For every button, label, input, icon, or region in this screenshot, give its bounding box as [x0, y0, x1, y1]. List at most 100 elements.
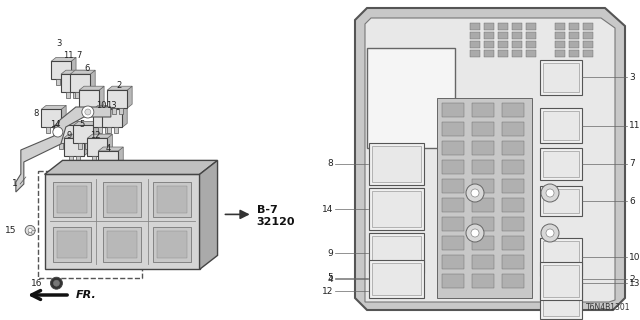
Bar: [540, 148, 582, 180]
Polygon shape: [107, 86, 132, 90]
Bar: [543, 111, 579, 140]
Bar: [51, 61, 71, 79]
Bar: [63, 138, 84, 156]
Circle shape: [85, 109, 91, 115]
Bar: [152, 228, 191, 262]
Polygon shape: [16, 107, 111, 192]
Bar: [502, 160, 524, 174]
Bar: [442, 255, 464, 269]
Bar: [157, 231, 186, 258]
Bar: [61, 74, 81, 92]
Text: FR.: FR.: [76, 290, 97, 300]
Bar: [540, 186, 582, 216]
Text: 15: 15: [4, 226, 16, 235]
Bar: [112, 108, 116, 114]
Bar: [555, 23, 565, 30]
Bar: [74, 125, 93, 143]
Text: 4: 4: [106, 144, 111, 153]
Bar: [91, 108, 95, 114]
Bar: [543, 265, 579, 297]
Polygon shape: [81, 70, 86, 92]
Bar: [583, 32, 593, 39]
Bar: [52, 228, 90, 262]
Bar: [372, 236, 421, 270]
Bar: [442, 179, 464, 193]
Circle shape: [471, 189, 479, 197]
Bar: [498, 41, 508, 48]
Polygon shape: [61, 70, 86, 74]
Bar: [502, 236, 524, 250]
Bar: [79, 143, 83, 149]
Bar: [437, 98, 532, 298]
Bar: [472, 236, 494, 250]
Bar: [152, 182, 191, 217]
Polygon shape: [93, 121, 99, 143]
Polygon shape: [118, 147, 124, 169]
Bar: [512, 23, 522, 30]
Bar: [470, 23, 480, 30]
Circle shape: [82, 106, 94, 118]
Polygon shape: [99, 147, 124, 151]
Bar: [472, 274, 494, 288]
Text: 13: 13: [629, 278, 640, 287]
Bar: [56, 231, 86, 258]
Bar: [502, 179, 524, 193]
Text: 12: 12: [90, 132, 101, 140]
Bar: [103, 169, 108, 175]
Bar: [63, 79, 67, 85]
Bar: [442, 274, 464, 288]
Text: 2: 2: [116, 81, 122, 90]
Bar: [569, 41, 579, 48]
Polygon shape: [122, 105, 127, 127]
Bar: [555, 41, 565, 48]
Bar: [442, 217, 464, 231]
Bar: [540, 262, 582, 300]
Bar: [569, 23, 579, 30]
Bar: [484, 50, 494, 57]
Bar: [512, 32, 522, 39]
Circle shape: [541, 184, 559, 202]
Text: 5: 5: [79, 120, 84, 129]
Bar: [526, 50, 536, 57]
Bar: [442, 160, 464, 174]
Bar: [526, 32, 536, 39]
Bar: [110, 169, 115, 175]
Bar: [73, 92, 77, 98]
Bar: [76, 156, 79, 162]
Polygon shape: [74, 121, 79, 143]
Bar: [102, 228, 141, 262]
Polygon shape: [102, 105, 127, 109]
Bar: [498, 50, 508, 57]
Circle shape: [466, 184, 484, 202]
Text: 6: 6: [84, 64, 90, 73]
Bar: [543, 63, 579, 92]
Text: 5: 5: [327, 274, 333, 283]
Bar: [105, 127, 109, 133]
Bar: [52, 182, 90, 217]
Circle shape: [466, 224, 484, 242]
Bar: [583, 23, 593, 30]
Bar: [106, 186, 136, 213]
Text: 10: 10: [97, 101, 107, 110]
Bar: [442, 236, 464, 250]
Bar: [502, 274, 524, 288]
Circle shape: [546, 229, 554, 237]
Bar: [543, 241, 579, 273]
Text: 7: 7: [76, 52, 81, 60]
Bar: [93, 109, 113, 127]
Bar: [56, 186, 86, 213]
Bar: [369, 188, 424, 230]
Polygon shape: [99, 86, 104, 108]
Bar: [540, 238, 582, 276]
Bar: [54, 125, 74, 143]
Bar: [79, 90, 99, 108]
Bar: [53, 127, 57, 133]
Bar: [472, 122, 494, 136]
Bar: [540, 60, 582, 95]
Bar: [502, 255, 524, 269]
Bar: [372, 146, 421, 182]
Bar: [472, 160, 494, 174]
Bar: [470, 41, 480, 48]
Text: 9: 9: [67, 132, 72, 140]
Bar: [569, 50, 579, 57]
